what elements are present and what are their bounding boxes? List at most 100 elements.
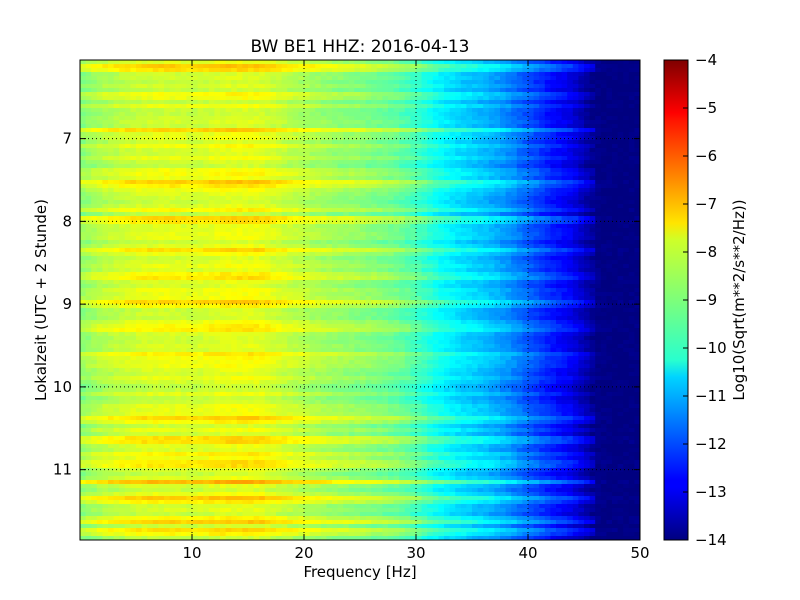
- heatmap-cell: [578, 168, 585, 173]
- heatmap-cell: [628, 80, 635, 85]
- heatmap-cell: [197, 168, 204, 173]
- heatmap-cell: [309, 96, 316, 101]
- heatmap-cell: [214, 88, 221, 93]
- heatmap-cell: [152, 196, 159, 201]
- heatmap-cell: [399, 208, 406, 213]
- heatmap-cell: [516, 140, 523, 145]
- heatmap-cell: [617, 184, 624, 189]
- heatmap-cell: [248, 124, 255, 129]
- heatmap-cell: [360, 80, 367, 85]
- heatmap-cell: [500, 176, 507, 181]
- heatmap-cell: [500, 84, 507, 89]
- heatmap-cell: [393, 140, 400, 145]
- heatmap-cell: [236, 240, 243, 245]
- heatmap-cell: [404, 256, 411, 261]
- heatmap-cell: [410, 156, 417, 161]
- heatmap-cell: [432, 120, 439, 125]
- heatmap-cell: [220, 72, 227, 77]
- heatmap-cell: [365, 252, 372, 257]
- heatmap-cell: [124, 208, 131, 213]
- heatmap-cell: [371, 60, 378, 65]
- heatmap-cell: [455, 96, 462, 101]
- heatmap-cell: [376, 180, 383, 185]
- heatmap-cell: [533, 104, 540, 109]
- heatmap-cell: [80, 148, 87, 153]
- heatmap-cell: [561, 124, 568, 129]
- heatmap-cell: [343, 192, 350, 197]
- heatmap-cell: [264, 68, 271, 73]
- heatmap-cell: [511, 128, 518, 133]
- heatmap-cell: [617, 196, 624, 201]
- heatmap-cell: [578, 164, 585, 169]
- heatmap-cell: [612, 156, 619, 161]
- heatmap-cell: [589, 200, 596, 205]
- heatmap-cell: [147, 164, 154, 169]
- heatmap-cell: [304, 176, 311, 181]
- heatmap-cell: [623, 84, 630, 89]
- heatmap-cell: [203, 144, 210, 149]
- heatmap-cell: [472, 60, 479, 65]
- heatmap-cell: [388, 64, 395, 69]
- heatmap-cell: [438, 60, 445, 65]
- heatmap-cell: [152, 176, 159, 181]
- heatmap-cell: [449, 104, 456, 109]
- heatmap-cell: [180, 152, 187, 157]
- heatmap-cell: [421, 112, 428, 117]
- heatmap-cell: [208, 204, 215, 209]
- heatmap-cell: [208, 124, 215, 129]
- heatmap-cell: [220, 100, 227, 105]
- heatmap-cell: [96, 144, 103, 149]
- heatmap-cell: [376, 140, 383, 145]
- heatmap-cell: [248, 172, 255, 177]
- heatmap-cell: [332, 136, 339, 141]
- heatmap-cell: [141, 60, 148, 65]
- heatmap-cell: [382, 164, 389, 169]
- heatmap-cell: [320, 232, 327, 237]
- heatmap-cell: [309, 100, 316, 105]
- heatmap-cell: [432, 256, 439, 261]
- heatmap-cell: [320, 140, 327, 145]
- heatmap-cell: [80, 188, 87, 193]
- heatmap-cell: [528, 176, 535, 181]
- heatmap-cell: [80, 208, 87, 213]
- heatmap-cell: [304, 220, 311, 225]
- heatmap-cell: [500, 108, 507, 113]
- heatmap-cell: [130, 172, 137, 177]
- heatmap-cell: [309, 124, 316, 129]
- heatmap-cell: [242, 240, 249, 245]
- heatmap-cell: [511, 164, 518, 169]
- heatmap-cell: [539, 168, 546, 173]
- heatmap-cell: [242, 172, 249, 177]
- heatmap-cell: [416, 228, 423, 233]
- heatmap-cell: [421, 88, 428, 93]
- heatmap-cell: [320, 240, 327, 245]
- heatmap-cell: [281, 124, 288, 129]
- heatmap-cell: [595, 120, 602, 125]
- heatmap-cell: [612, 108, 619, 113]
- heatmap-cell: [259, 120, 266, 125]
- heatmap-cell: [208, 116, 215, 121]
- heatmap-cell: [332, 224, 339, 229]
- heatmap-cell: [612, 60, 619, 65]
- heatmap-cell: [96, 252, 103, 257]
- heatmap-cell: [343, 160, 350, 165]
- heatmap-cell: [108, 228, 115, 233]
- heatmap-cell: [544, 232, 551, 237]
- heatmap-cell: [281, 180, 288, 185]
- heatmap-cell: [343, 132, 350, 137]
- heatmap-cell: [192, 60, 199, 65]
- heatmap-cell: [371, 228, 378, 233]
- heatmap-cell: [550, 120, 557, 125]
- heatmap-cell: [556, 216, 563, 221]
- heatmap-cell: [634, 156, 640, 161]
- heatmap-cell: [343, 100, 350, 105]
- heatmap-cell: [623, 124, 630, 129]
- heatmap-cell: [332, 180, 339, 185]
- heatmap-cell: [444, 212, 451, 217]
- heatmap-cell: [528, 224, 535, 229]
- heatmap-cell: [264, 136, 271, 141]
- heatmap-cell: [516, 144, 523, 149]
- heatmap-cell: [270, 152, 277, 157]
- heatmap-cell: [634, 76, 640, 81]
- heatmap-cell: [337, 108, 344, 113]
